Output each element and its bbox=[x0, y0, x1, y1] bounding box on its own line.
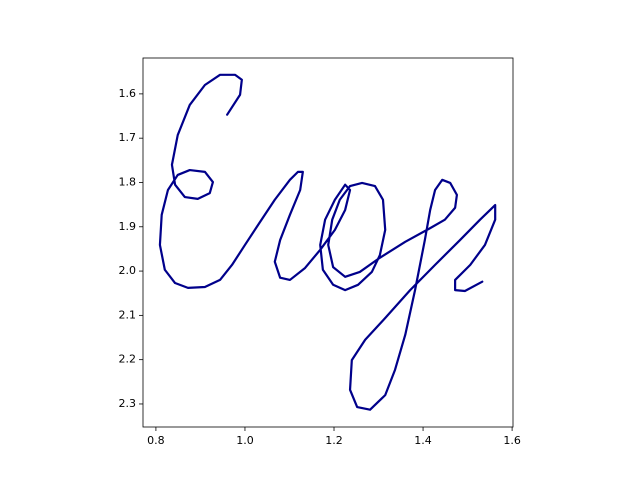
line-series bbox=[158, 73, 497, 411]
x-tick-label: 0.8 bbox=[147, 434, 165, 447]
y-tick-label: 1.9 bbox=[119, 220, 137, 233]
y-tick-label: 1.8 bbox=[119, 175, 137, 188]
y-tick-label: 2.1 bbox=[119, 308, 137, 321]
y-tick-label: 2.2 bbox=[119, 353, 137, 366]
y-tick-label: 2.3 bbox=[119, 397, 137, 410]
x-tick-label: 1.2 bbox=[325, 434, 343, 447]
y-tick-label: 2.0 bbox=[119, 264, 137, 277]
x-tick-label: 1.4 bbox=[414, 434, 432, 447]
y-tick-label: 1.7 bbox=[119, 131, 137, 144]
x-tick-label: 1.6 bbox=[503, 434, 521, 447]
plot-frame bbox=[142, 57, 514, 428]
y-tick-label: 1.6 bbox=[119, 87, 137, 100]
x-tick-label: 1.0 bbox=[236, 434, 254, 447]
